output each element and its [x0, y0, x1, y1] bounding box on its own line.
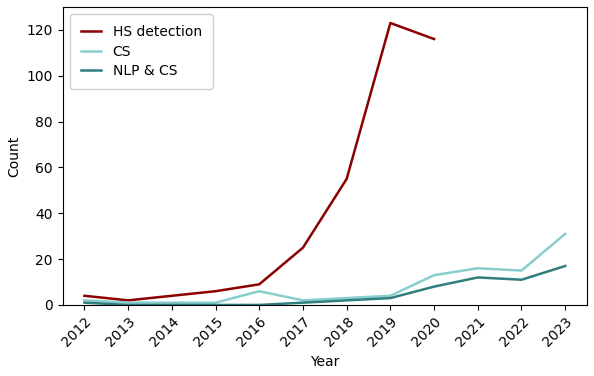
NLP & CS [81, 300, 88, 305]
CS [562, 232, 569, 236]
Line: CS: CS [84, 234, 565, 303]
HS detection [81, 294, 88, 298]
CS [299, 298, 307, 303]
NLP & CS [518, 277, 525, 282]
HS detection [431, 37, 438, 41]
Line: HS detection: HS detection [84, 23, 434, 300]
Legend: HS detection, CS, NLP & CS: HS detection, CS, NLP & CS [69, 14, 213, 89]
HS detection [387, 21, 394, 25]
NLP & CS [212, 303, 219, 307]
CS [431, 273, 438, 277]
CS [168, 300, 175, 305]
HS detection [168, 294, 175, 298]
NLP & CS [299, 300, 307, 305]
X-axis label: Year: Year [310, 355, 340, 369]
HS detection [343, 177, 350, 181]
NLP & CS [474, 275, 481, 280]
CS [474, 266, 481, 270]
Line: NLP & CS: NLP & CS [84, 266, 565, 305]
CS [212, 300, 219, 305]
NLP & CS [168, 303, 175, 307]
NLP & CS [562, 264, 569, 268]
CS [125, 300, 132, 305]
Y-axis label: Count: Count [7, 135, 21, 177]
HS detection [212, 289, 219, 293]
HS detection [299, 246, 307, 250]
HS detection [125, 298, 132, 303]
NLP & CS [343, 298, 350, 303]
CS [81, 298, 88, 303]
CS [255, 289, 263, 293]
HS detection [255, 282, 263, 287]
CS [387, 294, 394, 298]
NLP & CS [125, 303, 132, 307]
CS [518, 268, 525, 273]
NLP & CS [431, 284, 438, 289]
NLP & CS [387, 296, 394, 300]
NLP & CS [255, 303, 263, 307]
CS [343, 296, 350, 300]
